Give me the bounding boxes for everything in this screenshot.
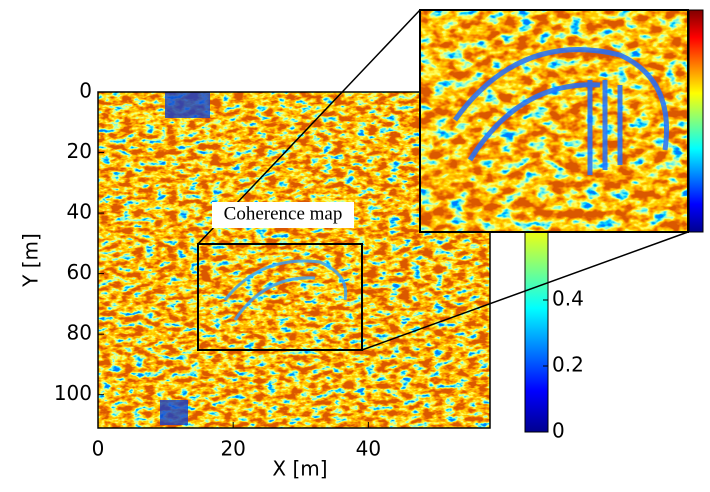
low-region: [160, 400, 188, 425]
inset-texture: [420, 10, 688, 232]
low-region: [165, 92, 210, 118]
x-tick-label: 0: [92, 437, 105, 461]
x-tick-label: 40: [356, 437, 381, 461]
colorbar-tick-label: 0: [552, 419, 565, 443]
figure: Coherence map X [m] Y [m] 0 20 40 0 20 40 60 80…: [0, 0, 710, 492]
inset-colorbar: [689, 10, 703, 232]
inset: [420, 10, 703, 232]
annotation: Coherence map: [224, 203, 343, 224]
y-tick-label: 100: [54, 381, 92, 405]
y-tick-label: 60: [67, 260, 92, 284]
y-tick-label: 20: [67, 139, 92, 163]
y-tick-label: 80: [67, 321, 92, 345]
x-axis-label: X [m]: [272, 457, 327, 481]
colorbar-tick-label: 0.2: [552, 353, 584, 377]
x-tick-label: 20: [220, 437, 245, 461]
colorbar-tick-label: 0.4: [552, 287, 584, 311]
y-axis-label: Y [m]: [19, 233, 43, 288]
y-tick-label: 40: [67, 200, 92, 224]
y-tick-label: 0: [79, 79, 92, 103]
